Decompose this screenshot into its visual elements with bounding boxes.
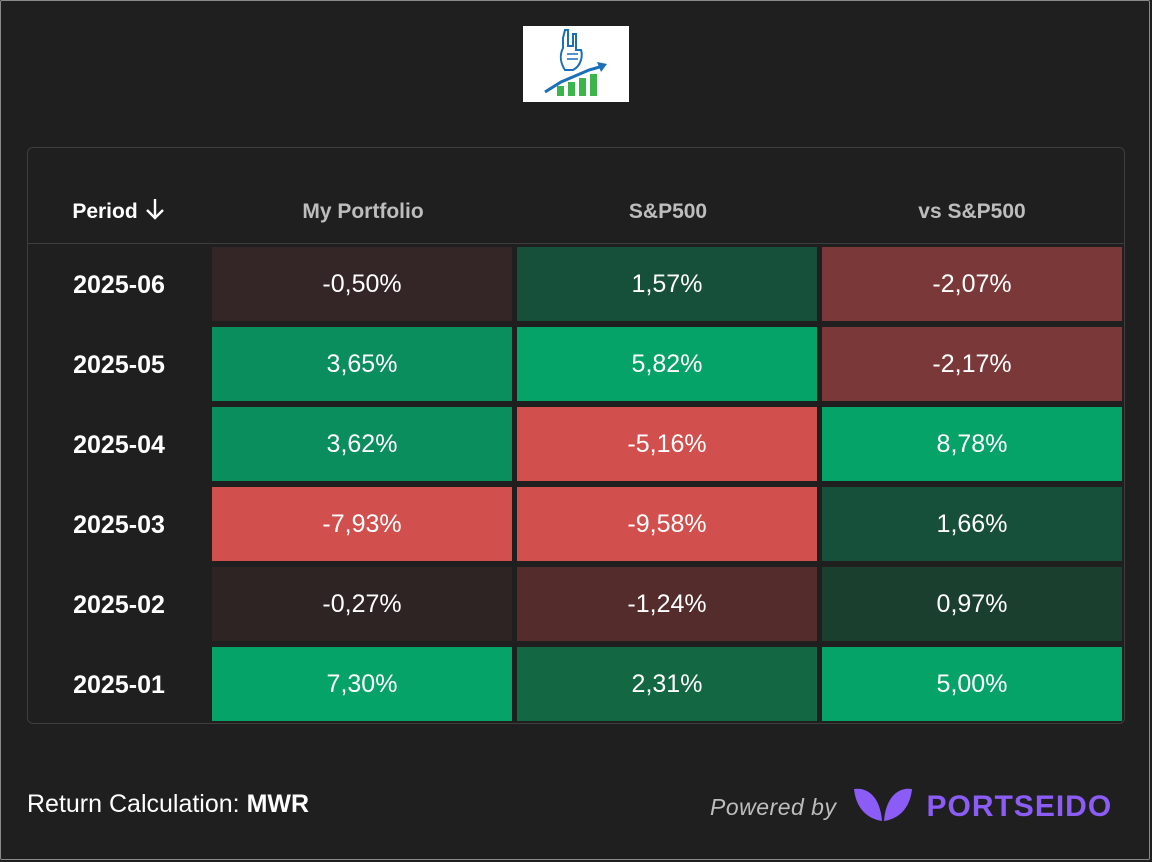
portfolio-return-cell: -0,50% [212,247,512,321]
period-cell: 2025-06 [73,271,165,299]
sp500-return-cell: 5,82% [517,327,817,401]
sp500-return-cell: 1,57% [517,247,817,321]
sp500-return-cell: -9,58% [517,487,817,561]
table-header: Period My Portfolio S&P500 vs S&P500 [28,148,1124,244]
powered-by[interactable]: Powered by PORTSEIDO [710,787,1112,827]
portfolio-return-cell: 3,62% [212,407,512,481]
table-row: 2025-06 -0,50% 1,57% -2,07% [28,245,1124,325]
table-row: 2025-05 3,65% 5,82% -2,17% [28,325,1124,405]
sp500-return-cell: -5,16% [517,407,817,481]
vs-return-cell: 8,78% [822,407,1122,481]
arrow-down-icon [144,151,166,279]
period-cell: 2025-02 [73,591,165,619]
sp500-return-cell: 2,31% [517,647,817,721]
sp500-column-header[interactable]: S&P500 [628,200,708,223]
vs-sp500-column-header[interactable]: vs S&P500 [918,200,1026,223]
period-cell: 2025-05 [73,351,165,379]
period-cell: 2025-03 [73,511,165,539]
sp500-return-cell: -1,24% [517,567,817,641]
table-row: 2025-01 7,30% 2,31% 5,00% [28,645,1124,725]
period-header-label: Period [72,200,138,223]
portfolio-return-cell: 7,30% [212,647,512,721]
portseido-leaf-icon [852,785,914,830]
period-cell: 2025-01 [73,671,165,699]
table-row: 2025-03 -7,93% -9,58% 1,66% [28,485,1124,565]
returns-table: Period My Portfolio S&P500 vs S&P500 202… [27,147,1125,724]
brand-name: PORTSEIDO [926,790,1113,823]
table-row: 2025-04 3,62% -5,16% 8,78% [28,405,1124,485]
period-column-header[interactable]: Period [28,148,210,243]
portfolio-return-cell: -0,27% [212,567,512,641]
rock-hand-growth-chart-logo [544,29,607,96]
period-cell: 2025-04 [73,431,165,459]
vs-return-cell: 5,00% [822,647,1122,721]
powered-by-label: Powered by [710,793,837,820]
vs-return-cell: -2,17% [822,327,1122,401]
portfolio-column-header[interactable]: My Portfolio [302,200,424,223]
return-calculation: Return Calculation: MWR [27,790,309,819]
vs-return-cell: 0,97% [822,567,1122,641]
vs-return-cell: -2,07% [822,247,1122,321]
return-calculation-label: Return Calculation: [27,790,240,818]
return-calculation-value: MWR [246,790,310,818]
portfolio-return-cell: 3,65% [212,327,512,401]
table-row: 2025-02 -0,27% -1,24% 0,97% [28,565,1124,645]
app-logo [523,26,629,102]
portfolio-return-cell: -7,93% [212,487,512,561]
vs-return-cell: 1,66% [822,487,1122,561]
